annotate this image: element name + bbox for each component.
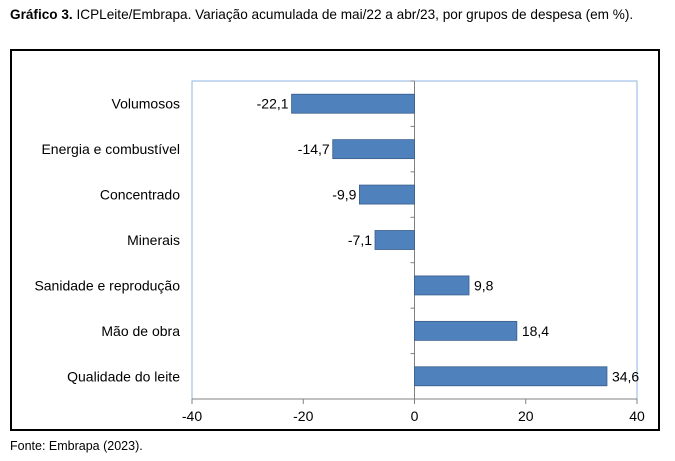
bar — [291, 93, 415, 114]
chart-frame: -40 -20 0 20 40 Volumosos -22,1 Energia e combu… — [10, 49, 660, 431]
bar — [332, 139, 415, 160]
value-label: 34,6 — [612, 368, 639, 384]
caption-lead: Gráfico 3. — [10, 7, 73, 22]
category-label: Mão de obra — [101, 323, 180, 339]
category-label: Minerais — [127, 232, 180, 248]
bar — [414, 320, 518, 341]
value-label: -22,1 — [257, 96, 289, 112]
category-label: Energia e combustível — [41, 141, 180, 157]
caption-text: ICPLeite/Embrapa. Variação acumulada de … — [76, 7, 634, 22]
category-label: Qualidade do leite — [67, 368, 180, 384]
x-tick-label: 0 — [411, 408, 419, 424]
value-label: 18,4 — [522, 323, 549, 339]
value-label: -7,1 — [348, 232, 372, 248]
bar-chart: -40 -20 0 20 40 Volumosos -22,1 Energia e combu… — [34, 80, 645, 424]
value-label: -14,7 — [298, 141, 330, 157]
x-tick-label: 20 — [518, 408, 534, 424]
figure-caption: Gráfico 3. ICPLeite/Embrapa. Variação ac… — [10, 5, 670, 24]
x-tick-label: -20 — [293, 408, 313, 424]
category-label: Concentrado — [100, 187, 180, 203]
category-label: Sanidade e reprodução — [34, 277, 180, 293]
bar — [374, 230, 415, 250]
x-tick-label: 40 — [629, 408, 645, 424]
category-label: Volumosos — [112, 96, 180, 112]
value-label: 9,8 — [474, 277, 494, 293]
source-note: Fonte: Embrapa (2023). — [10, 439, 143, 453]
value-label: -9,9 — [332, 187, 356, 203]
x-tick-label: -40 — [182, 408, 202, 424]
bar — [359, 184, 415, 205]
bar — [414, 366, 608, 387]
bar — [414, 275, 470, 296]
